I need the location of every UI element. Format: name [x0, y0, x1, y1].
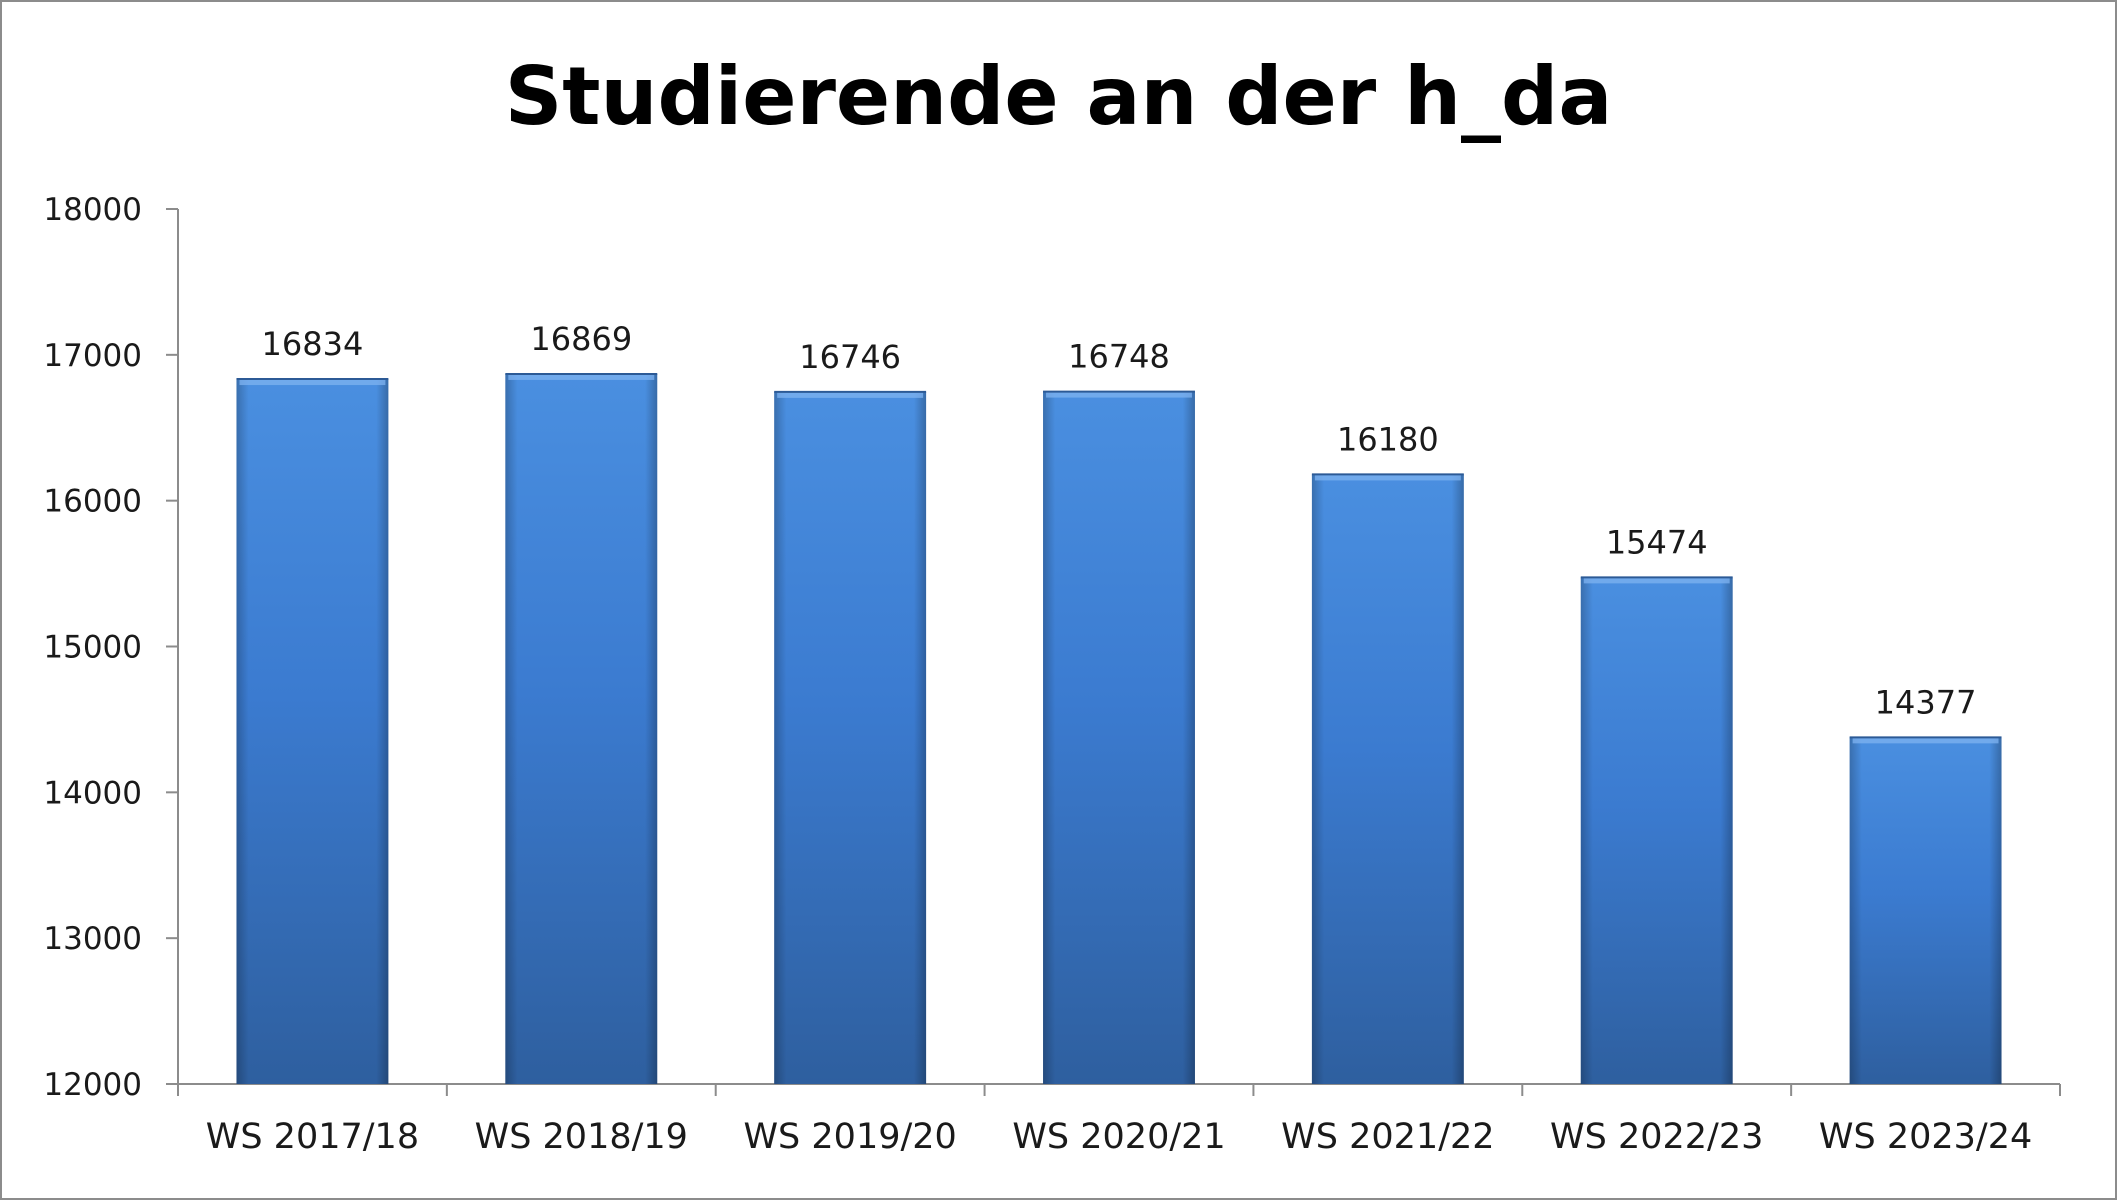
data-label: 16834: [262, 325, 364, 363]
bar-top-highlight: [239, 379, 386, 386]
bar-shade: [236, 379, 389, 1085]
y-tick-label: 18000: [43, 192, 142, 228]
bar-shade: [774, 391, 927, 1084]
y-tick-label: 17000: [43, 338, 142, 374]
x-tick-label: WS 2020/21: [1012, 1117, 1225, 1157]
bar-top-highlight: [508, 373, 655, 380]
y-tick-label: 15000: [43, 630, 142, 666]
data-label: 16180: [1337, 420, 1439, 458]
x-tick-label: WS 2017/18: [206, 1117, 419, 1157]
data-label: 14377: [1875, 683, 1977, 721]
bar-top-highlight: [1314, 474, 1461, 481]
data-label: 16869: [530, 320, 632, 358]
y-tick-label: 14000: [43, 775, 142, 811]
x-tick-label: WS 2021/22: [1281, 1117, 1494, 1157]
bar-top-highlight: [1046, 391, 1192, 398]
x-tick-label: WS 2019/20: [743, 1117, 956, 1157]
y-tick-label: 13000: [43, 921, 142, 957]
bar-top-highlight: [1583, 577, 1730, 584]
bar-shade: [1849, 737, 2002, 1084]
bar-shade: [1311, 474, 1464, 1085]
x-tick-label: WS 2022/23: [1550, 1117, 1763, 1157]
x-tick-label: WS 2018/19: [475, 1117, 688, 1157]
labels: 12000 13000 14000 15000 16000 17000 18000 16834…: [43, 192, 2032, 1157]
bar-top-highlight: [1852, 737, 1999, 744]
x-tick-label: WS 2023/24: [1819, 1117, 2032, 1157]
bar-shade: [1043, 391, 1195, 1084]
y-tick-label: 16000: [43, 484, 142, 520]
chart-title: Studierende an der h_da: [504, 50, 1613, 143]
bar-shade: [505, 373, 658, 1084]
bars: [236, 372, 2002, 1085]
bar-top-highlight: [777, 391, 924, 398]
data-label: 16748: [1068, 338, 1170, 376]
data-label: 16746: [799, 338, 901, 376]
bar-shade: [1580, 577, 1733, 1084]
data-label: 15474: [1606, 523, 1708, 561]
y-tick-label: 12000: [43, 1067, 142, 1103]
